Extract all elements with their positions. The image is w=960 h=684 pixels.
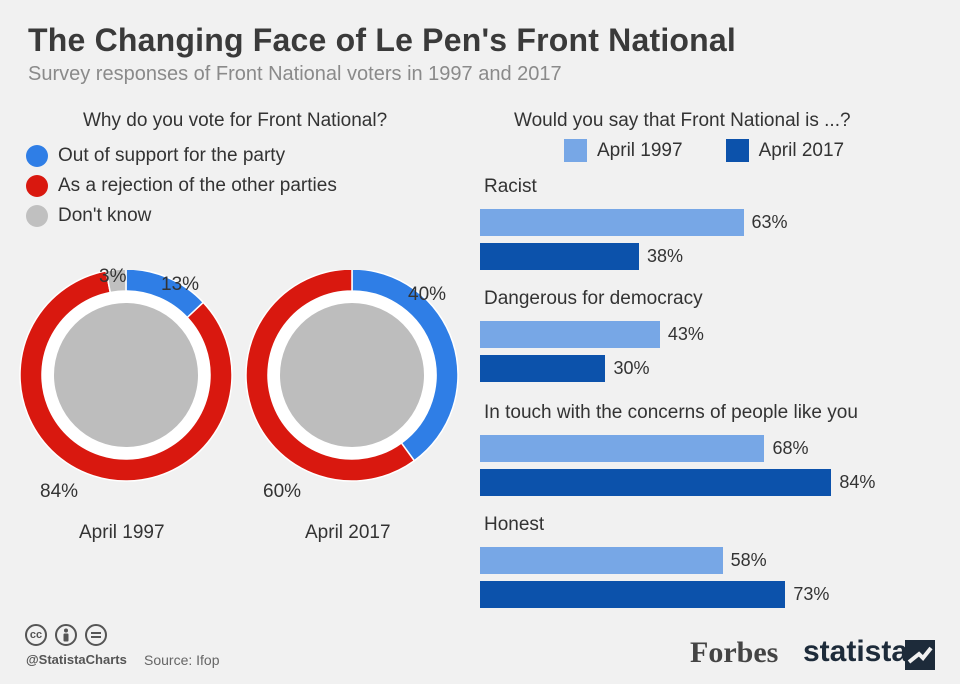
slice-label-2017-support: 40% [408, 284, 447, 305]
bar-legend: April 1997 April 2017 [564, 139, 887, 162]
donut-1997-label: April 1997 [79, 522, 165, 543]
bar-value-label: 58% [730, 550, 767, 570]
bar-value-label: 43% [667, 324, 704, 344]
slice-label-1997-support: 13% [161, 274, 200, 295]
bar-value-label: 38% [646, 246, 683, 266]
forbes-logo: Forbes [690, 636, 779, 669]
legend-swatch-april-1997 [564, 139, 587, 162]
bar-value-label: 30% [613, 358, 650, 378]
portrait-placeholder-1 [280, 303, 424, 447]
statista-logo: statista [803, 635, 909, 668]
legend-label-april-1997: April 1997 [597, 139, 683, 161]
bar-category-label: Dangerous for democracy [484, 288, 703, 309]
bar-chart: Racist 63% 38% Dangerous for democracy 43% 30… [480, 170, 950, 620]
bar-category-label: In touch with the concerns of people lik… [484, 402, 858, 423]
bar-value-label: 84% [839, 472, 876, 492]
chart-title: The Changing Face of Le Pen's Front Nati… [28, 22, 737, 58]
legend-item-april-1997: April 1997 [564, 139, 683, 162]
legend-label-dont-know: Don't know [58, 205, 152, 226]
bar-april-1997 [480, 321, 660, 348]
source-note: Source: Ifop [144, 652, 220, 668]
bar-april-2017 [480, 243, 639, 270]
legend-item-dont-know: Don't know [26, 201, 337, 231]
bar-question: Would you say that Front National is ...… [514, 110, 851, 131]
bar-april-2017 [480, 469, 832, 496]
portrait-placeholder-0 [54, 303, 198, 447]
bar-april-1997 [480, 435, 765, 462]
legend-label-april-2017: April 2017 [758, 139, 845, 161]
donut-question: Why do you vote for Front National? [83, 110, 388, 131]
donut-legend: Out of support for the party As a reject… [26, 141, 337, 231]
statista-handle[interactable]: @StatistaCharts [26, 652, 127, 667]
legend-swatch-april-2017 [725, 139, 749, 162]
donut-slice-april-1997-2 [105, 270, 127, 294]
legend-label-rejection: As a rejection of the other parties [58, 175, 337, 196]
legend-swatch-rejection [26, 175, 48, 197]
slice-label-1997-dont-know: 3% [99, 266, 127, 287]
bar-value-label: 63% [751, 212, 788, 232]
bar-category-label: Honest [484, 514, 545, 535]
legend-label-support: Out of support for the party [58, 145, 286, 166]
bar-april-1997 [480, 547, 723, 574]
donut-2017-label: April 2017 [305, 522, 391, 543]
bar-april-2017 [480, 355, 606, 382]
cc-icon: cc [25, 624, 47, 646]
donut-slice-april-2017-1 [245, 270, 416, 482]
slice-label-1997-rejection: 84% [40, 481, 79, 502]
legend-item-rejection: As a rejection of the other parties [26, 171, 337, 201]
donut-slice-april-1997-1 [19, 270, 233, 482]
statista-logo-icon [905, 640, 935, 670]
legend-item-april-2017: April 2017 [725, 139, 845, 162]
license-icons: cc [25, 624, 115, 646]
donut-charts [19, 270, 459, 482]
no-derivatives-icon [85, 624, 107, 646]
legend-item-support: Out of support for the party [26, 141, 337, 171]
bar-april-2017 [480, 581, 786, 608]
bar-category-label: Racist [484, 176, 537, 197]
chart-subtitle: Survey responses of Front National voter… [28, 63, 562, 85]
legend-swatch-support [26, 145, 48, 167]
bar-april-1997 [480, 209, 744, 236]
slice-label-2017-rejection: 60% [263, 481, 302, 502]
bar-value-label: 68% [772, 438, 809, 458]
bar-value-label: 73% [793, 584, 830, 604]
attribution-icon [55, 624, 77, 646]
legend-swatch-dont-know [26, 205, 48, 227]
